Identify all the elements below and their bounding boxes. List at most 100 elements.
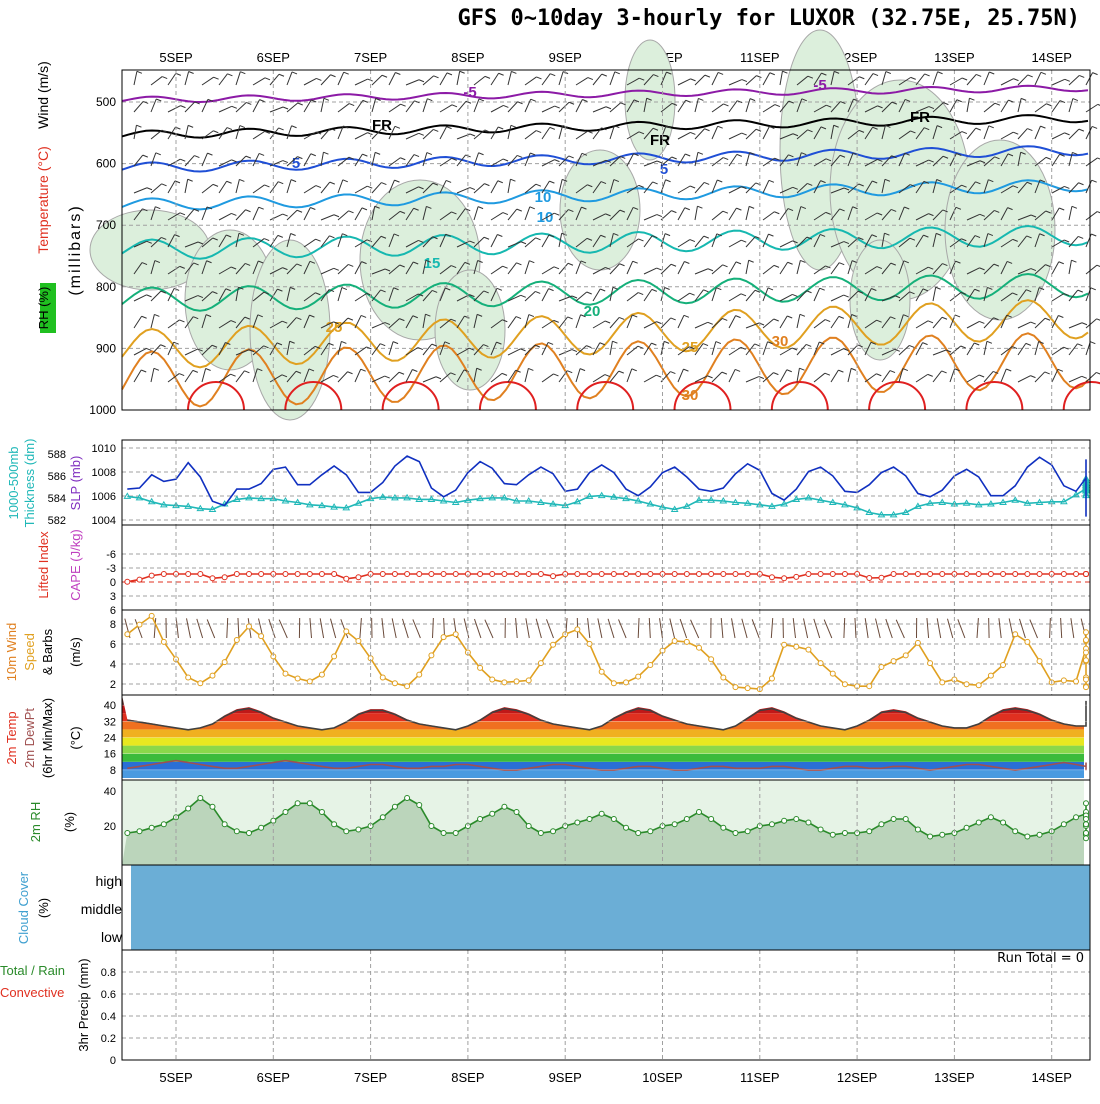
date-label-bottom: 9SEP (549, 1070, 582, 1085)
wind10m-point (684, 639, 689, 644)
wind-barb (321, 215, 334, 220)
slp-tick-label: 1004 (92, 515, 116, 527)
wind-barb-10m (598, 618, 602, 638)
wind-barb (1018, 343, 1026, 355)
wind-barb-flag (137, 71, 142, 73)
wind-barb (746, 206, 749, 220)
wind-barb-10m (814, 619, 820, 638)
wind-barb-flag (708, 376, 713, 378)
wind-barb-flag (478, 207, 483, 209)
wind-barb (423, 344, 432, 355)
wind-barb (678, 293, 690, 301)
wind-barb (729, 240, 741, 247)
rh2m-point (490, 811, 495, 816)
wind-barb-flag (1040, 126, 1045, 128)
lifted-index-point (611, 572, 616, 577)
wind-barb (678, 154, 685, 166)
wind-barb-flag (479, 99, 484, 101)
wind-barb-flag (979, 375, 984, 377)
wind-barb-flag (873, 74, 878, 76)
wind-barb-flag (180, 159, 185, 161)
wind-barb (882, 371, 890, 382)
wind-tick-label: 4 (110, 659, 116, 671)
wind-barb-10m (1071, 618, 1074, 638)
temperature-band (122, 770, 1084, 778)
wind10m-point (380, 675, 385, 680)
contour-label: 30 (772, 333, 789, 350)
lifted-index-point (161, 572, 166, 577)
wind10m-point (599, 669, 604, 674)
wind-barb-flag (683, 369, 688, 371)
wind-barb (185, 370, 193, 382)
wind-barb-flag (511, 71, 516, 73)
wind-barb (729, 133, 742, 139)
wind-barb (967, 74, 976, 85)
wind-barb (984, 103, 995, 112)
wind-barb (780, 262, 788, 274)
wind-barb-flag (698, 98, 703, 100)
wind-barb-flag (530, 207, 535, 209)
wind-barb (814, 373, 825, 382)
wind-barb-flag (633, 261, 638, 263)
wind-barb-flag (154, 314, 159, 316)
wind-barb-flag (279, 74, 284, 76)
wind-barb (236, 210, 246, 220)
rh2m-point (526, 824, 531, 829)
contour-label: FR (650, 132, 670, 149)
wind-barb (763, 265, 774, 274)
wind-barb-10m (958, 619, 965, 638)
wind-barb-10m (619, 619, 627, 638)
rh2m-point (259, 825, 264, 830)
wind-barb-flag (502, 373, 507, 375)
contour-label: FR (910, 109, 930, 126)
wind-barb (355, 293, 367, 301)
lifted-index-point (502, 572, 507, 577)
wind-barb-flag (657, 268, 662, 270)
wind-barb-flag (503, 266, 508, 268)
lifted-index-point (125, 579, 130, 584)
precip-tick-label: 0 (110, 1055, 116, 1067)
wind-barb-10m (227, 618, 228, 638)
thickness-tick-label: 582 (48, 515, 66, 527)
wind10m-point (490, 677, 495, 682)
wind-barb (746, 377, 759, 382)
wind-barb-flag (174, 288, 179, 290)
wind-barb-10m (896, 620, 904, 638)
wind-barb (491, 213, 503, 220)
wind-barb-flag (639, 185, 644, 187)
wind-barb (865, 374, 876, 382)
lifted-index-point (684, 572, 689, 577)
wind-barb-flag (925, 74, 930, 76)
wind-barb-flag (231, 213, 236, 215)
wind-barb-flag (825, 373, 830, 375)
wind-barb-10m (279, 620, 287, 638)
wind-barb (610, 72, 615, 85)
wind-barb-flag (188, 125, 193, 127)
wind-barb (1001, 132, 1013, 139)
wind-barb-10m (269, 619, 275, 638)
wind-barb-flag (723, 211, 728, 213)
lifted-index-point (891, 572, 896, 577)
wind-barb (338, 372, 348, 382)
wind-barb-flag (582, 100, 587, 102)
wind-barb (695, 322, 708, 328)
wind-barb-flag (938, 72, 943, 74)
lifted-index-point (636, 572, 641, 577)
wind-barb-flag (1091, 234, 1096, 236)
wind-barb-10m (413, 619, 421, 638)
wind-barb-flag (330, 182, 335, 184)
lifted-index-point (246, 572, 251, 577)
wind-barb-flag (638, 239, 643, 241)
wind-barb (967, 128, 976, 139)
wind-barb-flag (890, 371, 895, 373)
wind-barb-flag (671, 211, 676, 213)
wind-barb-flag (737, 154, 742, 156)
wind-barb (712, 211, 723, 220)
wind10m-point (976, 683, 981, 688)
wind-barb (185, 102, 195, 112)
wind-barb (848, 345, 858, 355)
wind-barb-flag (671, 318, 676, 320)
temp-tick-label: 24 (104, 733, 116, 745)
wind-barb (729, 262, 736, 274)
